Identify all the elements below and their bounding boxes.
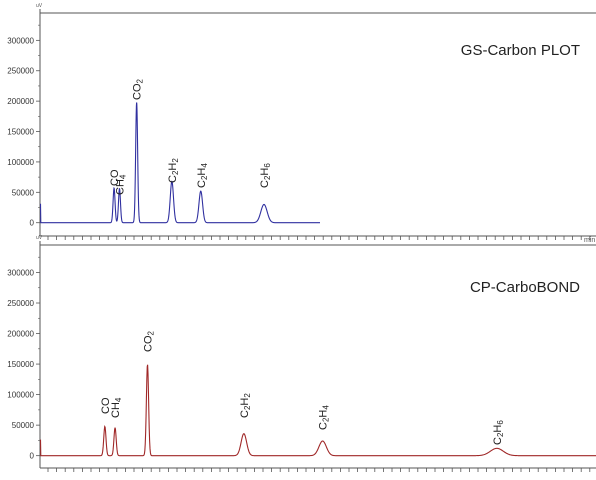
y-tick-label: 150000 [7,360,34,369]
y-tick-label: 0 [30,452,35,461]
y-tick-label: 300000 [7,36,34,45]
y-tick-label: 0 [30,219,35,228]
y-tick-label: 150000 [7,128,34,137]
peak-label: C2H6 [492,420,505,445]
y-tick-label: 250000 [7,67,34,76]
y-tick-label: 50000 [12,421,35,430]
peak-label: C2H4 [318,405,331,430]
y-tick-label: 250000 [7,299,34,308]
peak-label: C2H6 [259,163,272,188]
chart-panel-1: uV min 0 50000 100000 150000 200000 250000 30000… [7,3,596,244]
peak-label: CO2 [143,331,156,353]
chart-title: GS-Carbon PLOT [461,42,580,59]
y-tick-label: 200000 [7,330,34,339]
y-tick-label: 100000 [7,391,34,400]
chart-panel-2: uV 0 50000 100000 150000 200000 250000 300000 CP… [7,235,596,472]
peak-label: C2H4 [196,163,209,188]
y-tick-label: 100000 [7,158,34,167]
peak-label: C2H2 [239,393,252,418]
x-units-label: min [584,237,595,244]
units-label: uV [36,235,43,241]
peak-label: C2H2 [167,158,180,183]
chart-title: CP-CarboBOND [470,279,580,296]
peak-label: CH4 [110,397,123,418]
y-tick-label: 200000 [7,97,34,106]
y-tick-label: 300000 [7,268,34,277]
trace-line [41,102,321,222]
peak-label: CO2 [132,79,145,101]
y-tick-label: 50000 [12,188,35,197]
units-label: uV [36,3,43,9]
